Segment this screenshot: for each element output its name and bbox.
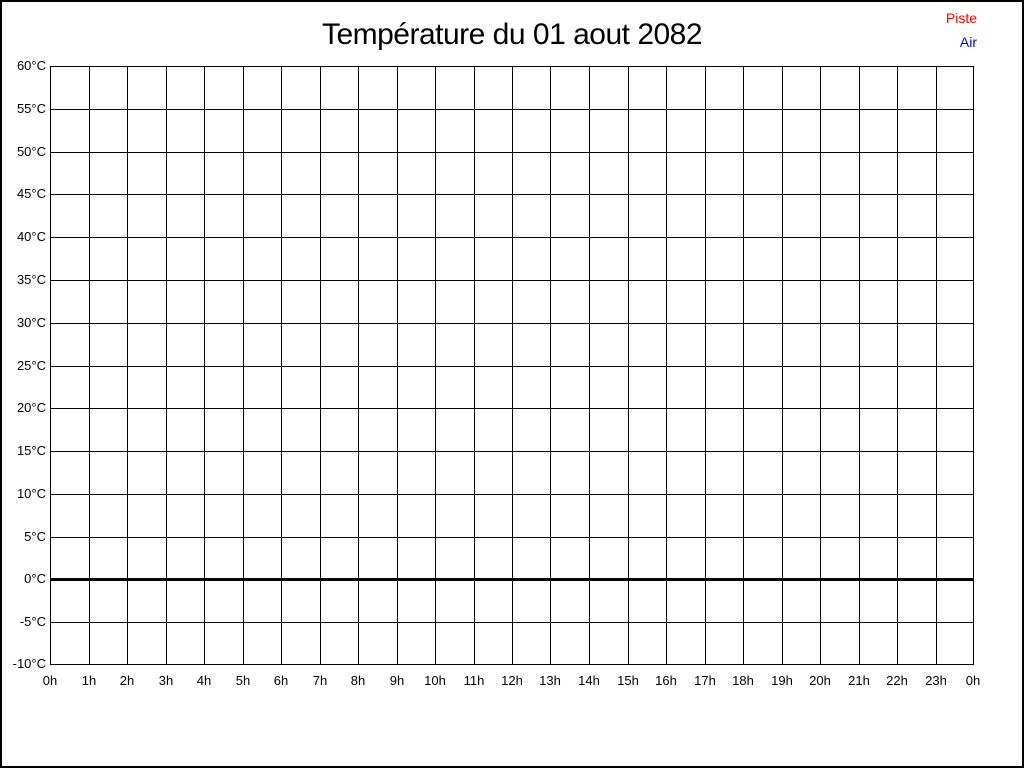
x-tick-label: 9h [389,673,405,688]
legend-item-piste: Piste [945,10,977,26]
x-tick-label: 17h [694,673,716,688]
x-tick-label: 20h [809,673,831,688]
gridline-vertical [204,66,205,665]
gridline-vertical [397,66,398,665]
x-tick-label: 7h [312,673,328,688]
y-tick-label: 40°C [16,229,46,244]
gridline-vertical [897,66,898,665]
gridline-vertical [89,66,90,665]
x-tick-label: 6h [273,673,289,688]
y-tick-label: 5°C [24,529,46,544]
gridline-vertical [435,66,436,665]
gridline-vertical [859,66,860,665]
x-tick-label: 5h [235,673,251,688]
x-tick-label: 23h [925,673,947,688]
x-tick-label: 15h [617,673,639,688]
x-tick-label: 14h [578,673,600,688]
x-tick-label: 12h [501,673,523,688]
chart-title: Température du 01 aout 2082 [321,18,703,51]
y-tick-label: -5°C [19,614,46,629]
gridline-vertical [705,66,706,665]
y-tick-label: 20°C [16,400,46,415]
gridline-vertical [320,66,321,665]
gridline-vertical [628,66,629,665]
x-tick-label: 22h [886,673,908,688]
x-tick-label: 0h [42,673,58,688]
gridline-vertical [166,66,167,665]
x-tick-label: 16h [655,673,677,688]
gridline-vertical [743,66,744,665]
y-tick-label: 0°C [24,571,46,586]
y-tick-label: 50°C [16,144,46,159]
gridline-vertical [512,66,513,665]
y-tick-label: 15°C [16,443,46,458]
x-tick-label: 3h [158,673,174,688]
series-layer [50,66,974,665]
gridline-vertical [936,66,937,665]
y-tick-label: 60°C [16,58,46,73]
gridline-vertical [589,66,590,665]
y-tick-label: 55°C [16,101,46,116]
x-tick-label: 0h [965,673,981,688]
gridline-vertical [820,66,821,665]
gridline-vertical [474,66,475,665]
x-tick-label: 21h [848,673,870,688]
y-tick-label: 25°C [16,358,46,373]
y-tick-label: 30°C [16,315,46,330]
x-tick-label: 13h [539,673,561,688]
x-tick-label: 18h [732,673,754,688]
gridline-vertical [973,66,974,665]
legend: Piste Air [946,11,977,59]
gridline-vertical [666,66,667,665]
x-tick-label: 10h [424,673,446,688]
y-tick-label: 35°C [16,272,46,287]
y-tick-label: 10°C [16,486,46,501]
plot-area [50,66,974,665]
x-tick-label: 11h [463,673,485,688]
x-tick-label: 2h [119,673,135,688]
x-tick-label: 1h [81,673,97,688]
gridline-vertical [50,66,51,665]
gridline-vertical [550,66,551,665]
gridline-vertical [281,66,282,665]
gridline-vertical [358,66,359,665]
y-tick-label: -10°C [12,656,46,671]
x-tick-label: 19h [771,673,793,688]
gridline-vertical [127,66,128,665]
legend-item-air: Air [959,34,977,50]
y-tick-label: 45°C [16,186,46,201]
zero-axis-line [50,578,974,581]
x-tick-label: 8h [350,673,366,688]
gridline-vertical [243,66,244,665]
x-tick-label: 4h [196,673,212,688]
gridline-vertical [782,66,783,665]
